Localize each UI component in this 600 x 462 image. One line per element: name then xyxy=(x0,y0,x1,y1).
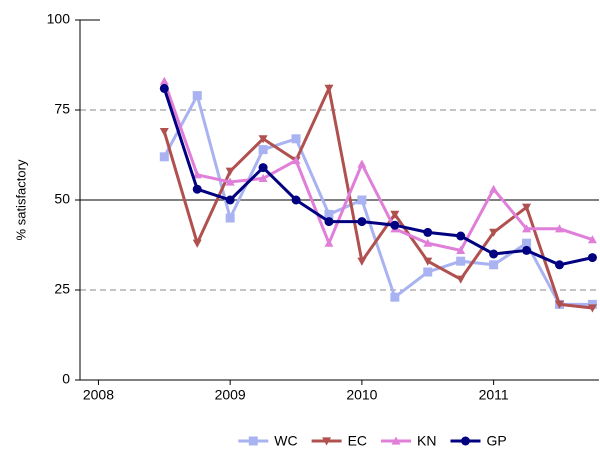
marker xyxy=(324,84,334,93)
marker xyxy=(489,228,499,237)
marker xyxy=(357,195,367,205)
marker xyxy=(522,203,532,212)
legend-label: WC xyxy=(274,433,297,449)
marker xyxy=(192,91,202,101)
marker xyxy=(489,249,499,259)
x-tick-label: 2009 xyxy=(215,387,246,403)
marker xyxy=(357,159,367,168)
marker xyxy=(324,217,334,227)
legend-label: KN xyxy=(417,433,436,449)
legend-label: GP xyxy=(487,433,507,449)
y-tick-label: 75 xyxy=(54,101,70,117)
marker xyxy=(390,292,400,302)
marker xyxy=(159,83,169,93)
marker xyxy=(390,210,400,219)
marker xyxy=(423,267,433,277)
marker xyxy=(554,260,564,270)
marker xyxy=(322,437,332,446)
x-tick-label: 2010 xyxy=(346,387,377,403)
marker xyxy=(456,256,466,266)
y-axis-label: % satisfactory xyxy=(13,159,28,240)
marker xyxy=(554,300,564,309)
marker xyxy=(258,163,268,173)
marker xyxy=(522,245,532,255)
marker xyxy=(456,231,466,241)
marker xyxy=(225,177,235,186)
legend-item: EC xyxy=(311,433,367,449)
marker xyxy=(489,184,499,193)
marker xyxy=(456,245,466,254)
marker xyxy=(159,152,169,162)
marker xyxy=(587,253,597,263)
x-tick-label: 2011 xyxy=(479,387,509,403)
marker xyxy=(522,238,532,248)
marker xyxy=(291,134,301,144)
marker xyxy=(391,436,401,445)
y-tick-label: 100 xyxy=(47,11,71,27)
marker xyxy=(423,257,433,266)
marker xyxy=(489,260,499,270)
marker xyxy=(258,173,268,182)
marker xyxy=(225,213,235,223)
marker xyxy=(461,436,470,446)
x-tick-label: 2008 xyxy=(83,387,114,403)
marker xyxy=(192,239,202,248)
legend-item: WC xyxy=(238,433,298,449)
marker xyxy=(554,224,564,233)
marker xyxy=(291,155,301,164)
marker xyxy=(324,209,334,219)
y-tick-label: 50 xyxy=(54,191,70,207)
marker xyxy=(291,195,301,205)
marker xyxy=(192,170,202,179)
marker xyxy=(357,257,367,266)
marker xyxy=(423,227,433,237)
marker xyxy=(159,76,169,85)
marker xyxy=(225,195,235,205)
y-tick-label: 0 xyxy=(62,371,70,387)
legend-label: EC xyxy=(348,433,367,449)
marker xyxy=(225,167,235,176)
series-line xyxy=(162,87,593,267)
marker xyxy=(258,135,268,144)
legend-item: GP xyxy=(450,433,507,449)
marker xyxy=(357,217,367,227)
marker xyxy=(456,275,466,284)
marker xyxy=(423,238,433,247)
marker xyxy=(390,220,400,230)
legend-item: KN xyxy=(381,433,437,449)
marker xyxy=(587,235,597,244)
marker xyxy=(258,145,268,155)
legend: WC EC KN GP xyxy=(238,433,507,449)
series-line xyxy=(162,83,593,310)
marker xyxy=(522,224,532,233)
marker xyxy=(587,304,597,313)
series-line xyxy=(162,80,593,253)
marker xyxy=(324,238,334,247)
series-line xyxy=(162,91,593,306)
marker xyxy=(159,128,169,137)
y-tick-label: 25 xyxy=(54,281,70,297)
marker xyxy=(248,436,258,446)
marker xyxy=(192,184,202,194)
